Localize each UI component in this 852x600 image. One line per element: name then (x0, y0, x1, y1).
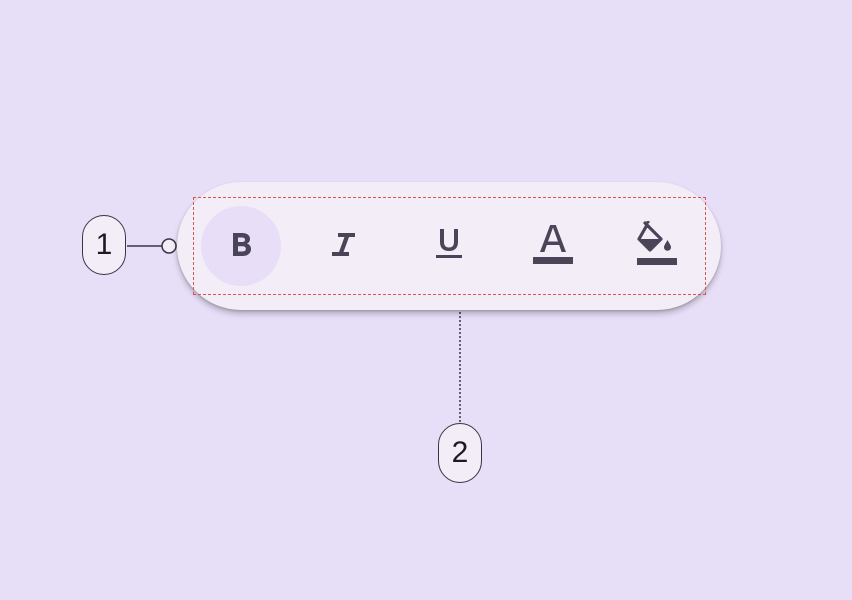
bold-button[interactable] (201, 206, 281, 286)
text-color-icon (533, 222, 573, 270)
fill-color-button[interactable] (617, 206, 697, 286)
callout-2: 2 (438, 423, 482, 483)
callout-1-label: 1 (95, 228, 113, 261)
italic-button[interactable] (304, 206, 384, 286)
callout-2-label: 2 (451, 436, 469, 469)
italic-icon (329, 229, 359, 263)
callout-1-anchor (161, 238, 177, 254)
underline-button[interactable] (409, 206, 489, 286)
bold-icon (226, 229, 256, 263)
fill-color-icon (637, 220, 677, 271)
text-color-button[interactable] (513, 206, 593, 286)
callout-1: 1 (82, 215, 126, 275)
underline-icon (434, 227, 464, 265)
